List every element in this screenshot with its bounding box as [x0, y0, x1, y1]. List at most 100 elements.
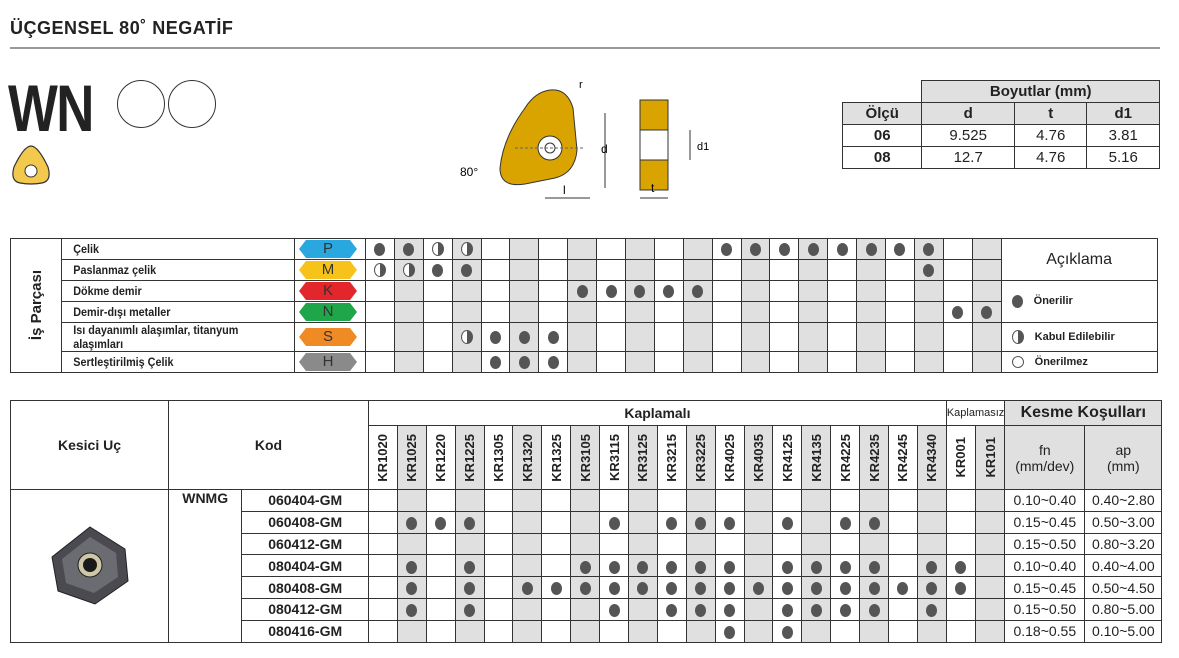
grade-cell — [711, 301, 742, 323]
recommended-dot-icon — [865, 243, 877, 257]
cutting-conditions-header: Kesme Koşulları — [1004, 400, 1163, 426]
recommended-dot-icon — [695, 604, 707, 618]
insert-code: 080416-GM — [241, 619, 369, 643]
grade-cell — [740, 322, 771, 352]
grade-cell — [596, 351, 627, 373]
grade-cell — [628, 510, 658, 534]
table-row: WNMG 060404-GM 0.10~0.40 0.40~2.80 — [10, 489, 1163, 643]
grade-cell — [801, 532, 832, 556]
recommended-dot-icon — [464, 604, 476, 618]
grade-cell — [975, 554, 1006, 578]
grade-cell — [798, 301, 829, 323]
grade-cell — [368, 554, 398, 578]
grade-cell — [625, 280, 655, 302]
grade-cell — [714, 619, 745, 643]
insert-dimension-diagram: d r 80° l d1 t — [460, 79, 709, 199]
uncoated-header: Kaplamasız — [945, 400, 1006, 426]
grade-cell — [711, 351, 742, 373]
grade-cell — [916, 554, 947, 578]
grade-cell — [772, 489, 803, 512]
grade-cell — [885, 301, 915, 323]
recommended-dot-icon — [518, 356, 530, 370]
grade-cell — [682, 280, 713, 302]
grade-cell — [830, 619, 861, 643]
code-header: Kod — [168, 400, 369, 490]
grade-header: KR1305 — [491, 433, 506, 482]
recommended-dot-icon — [810, 604, 822, 618]
recommended-dot-icon — [579, 560, 591, 574]
grade-cell — [454, 619, 485, 643]
grade-header: KR3115 — [606, 434, 622, 481]
workpiece-row: Sertleştirilmiş Çelik H Önerilmez — [11, 351, 1158, 373]
grade-cell — [885, 259, 915, 281]
not-recommended-icon — [1011, 356, 1024, 369]
recommended-dot-icon — [897, 582, 909, 596]
series-code: WN — [8, 71, 94, 145]
material-label: Isı dayanımlı alaşımlar, titanyum alaşım… — [61, 322, 272, 352]
grade-cell — [393, 301, 424, 323]
grade-cell — [451, 259, 482, 281]
grade-cell — [769, 351, 800, 373]
fn-value: 0.15~0.50 — [1004, 532, 1086, 556]
coated-header: Kaplamalı — [368, 400, 947, 426]
grade-cell — [480, 322, 511, 352]
grade-cell — [769, 280, 800, 302]
grade-cell — [801, 597, 832, 621]
size-cell: 08 — [841, 146, 923, 169]
grade-cell — [396, 510, 427, 534]
grade-cell — [801, 489, 832, 512]
grade-cell — [975, 489, 1006, 512]
grade-cell — [740, 238, 771, 260]
legend-title: Açıklama — [1000, 238, 1158, 281]
dimensions-header: Boyutlar (mm) — [921, 80, 1160, 103]
recommended-dot-icon — [778, 243, 790, 257]
grade-cell — [682, 301, 713, 323]
workpiece-row: Isı dayanımlı alaşımlar, titanyum alaşım… — [11, 322, 1158, 352]
legend-label: Önerilmez — [1034, 355, 1088, 368]
grade-cell — [541, 489, 572, 512]
insert-code: 060408-GM — [241, 510, 369, 534]
grade-cell — [599, 576, 630, 599]
grade-cell — [570, 489, 601, 512]
grade-cell — [451, 238, 482, 260]
grade-cell — [859, 619, 890, 643]
grade-cell — [653, 301, 684, 323]
grade-cell — [942, 280, 973, 302]
recommended-dot-icon — [868, 516, 880, 530]
grade-header: KR4245 — [895, 433, 911, 482]
recommended-dot-icon — [608, 516, 620, 530]
recommended-dot-icon — [868, 604, 880, 618]
grade-cell — [599, 597, 630, 621]
grade-cell — [567, 238, 598, 260]
grade-cell — [570, 510, 601, 534]
grade-cell — [859, 532, 890, 556]
table-row: 080416-GM 0.18~0.55 0.10~5.00 — [11, 619, 1163, 643]
grade-cell — [772, 576, 803, 599]
grade-cell — [396, 554, 427, 578]
grade-cell — [393, 322, 424, 352]
grade-cell — [425, 532, 456, 556]
grade-cell — [656, 597, 687, 621]
grade-cell — [512, 619, 543, 643]
recommended-dot-icon — [547, 356, 559, 370]
workpiece-table: İş Parçası Çelik P Açıklama Paslanmaz çelik M… — [10, 238, 1158, 373]
recommended-dot-icon — [403, 243, 415, 257]
grade-header: KR4225 — [837, 433, 853, 482]
col-header: Ölçü — [841, 102, 923, 125]
grade-cell — [740, 280, 771, 302]
grade-cell — [916, 576, 947, 599]
recommended-dot-icon — [406, 560, 418, 574]
grade-cell — [916, 619, 947, 643]
grade-cell — [856, 301, 887, 323]
grade-cell — [656, 489, 687, 512]
grade-cell — [971, 259, 1002, 281]
recommended-dot-icon — [637, 582, 649, 596]
grade-cell — [509, 351, 540, 373]
recommended-dot-icon — [781, 560, 793, 574]
grade-header: KR4125 — [779, 433, 795, 482]
grade-header: KR3225 — [693, 433, 709, 482]
d-cell: 12.7 — [921, 146, 1015, 169]
grade-cell — [798, 259, 829, 281]
grade-cell — [913, 280, 944, 302]
grade-header: KR001 — [953, 437, 969, 478]
